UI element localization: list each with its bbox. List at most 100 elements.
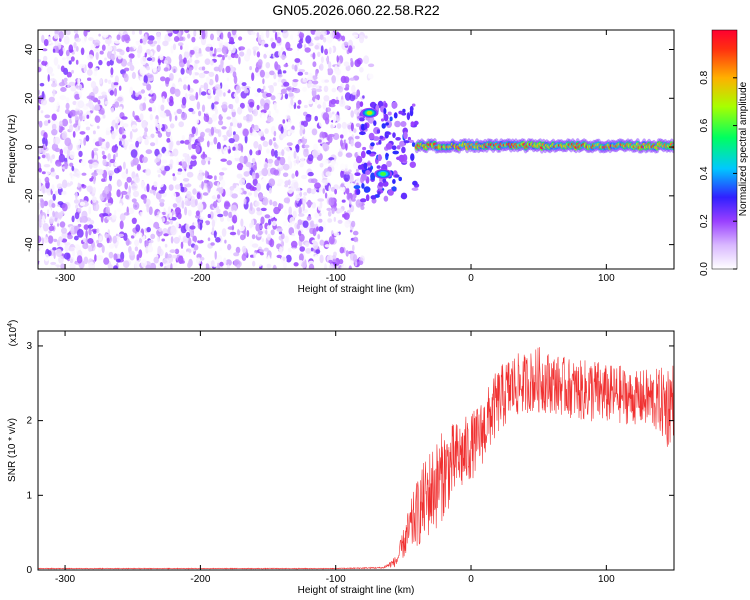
heatmap-cell xyxy=(321,179,328,183)
heatmap-cell xyxy=(82,152,88,161)
heatmap-cell xyxy=(114,210,117,215)
heatmap-cell xyxy=(116,189,121,198)
heatmap-cell xyxy=(105,141,110,149)
heatmap-cell xyxy=(317,139,322,143)
heatmap-cell xyxy=(376,129,381,134)
heatmap-cell xyxy=(86,114,90,119)
heatmap-cell xyxy=(230,104,234,110)
heatmap-cell xyxy=(173,36,180,42)
heatmap-cell xyxy=(58,255,64,264)
heatmap-cell xyxy=(353,185,361,190)
heatmap-cell xyxy=(81,113,87,121)
heatmap-cell xyxy=(111,54,115,61)
heatmap-cell xyxy=(246,230,250,237)
heatmap-cell xyxy=(302,120,308,127)
heatmap-cell xyxy=(72,249,76,257)
heatmap-cell xyxy=(94,155,98,160)
heatmap-cell xyxy=(317,51,321,57)
heatmap-cell xyxy=(107,170,114,177)
heatmap-cell xyxy=(217,54,223,58)
heatmap-cell xyxy=(269,238,275,248)
heatmap-cell xyxy=(85,229,88,239)
heatmap-cell xyxy=(280,47,284,52)
heatmap-cell xyxy=(239,102,245,109)
heatmap-cell xyxy=(49,155,53,164)
heatmap-cell xyxy=(400,121,407,127)
heatmap-cell xyxy=(268,187,272,194)
heatmap-cell xyxy=(174,88,179,92)
heatmap-cell xyxy=(287,115,291,120)
heatmap-cell xyxy=(365,170,371,175)
heatmap-cell xyxy=(252,178,258,186)
heatmap-cell xyxy=(339,186,346,193)
heatmap-cell xyxy=(393,112,398,119)
heatmap-cell xyxy=(52,193,56,201)
heatmap-cell xyxy=(352,193,357,199)
heatmap-cell xyxy=(276,227,283,232)
heatmap-cell xyxy=(115,152,118,158)
heatmap-cell xyxy=(173,236,180,244)
heatmap-cell xyxy=(331,208,335,215)
heatmap-cell xyxy=(265,92,272,98)
heatmap-cell xyxy=(143,197,147,204)
snr-y-label: SNR (10 * v/v) xyxy=(7,418,18,482)
heatmap-cell xyxy=(53,33,59,39)
heatmap-cell xyxy=(111,130,116,140)
heatmap-cell xyxy=(77,77,81,86)
heatmap-cell xyxy=(267,48,272,58)
heatmap-cell xyxy=(112,45,117,52)
spectrogram-frame xyxy=(37,29,675,270)
heatmap-cell xyxy=(262,78,265,85)
heatmap-cell xyxy=(307,163,315,168)
heatmap-cell xyxy=(115,122,119,130)
heatmap-cell xyxy=(158,213,163,217)
heatmap-cell xyxy=(197,173,204,181)
heatmap-cell xyxy=(290,30,296,36)
heatmap-cell xyxy=(253,252,256,259)
heatmap-cell xyxy=(65,97,70,103)
snr-y-tick-label: 2 xyxy=(26,416,32,427)
heatmap-cell xyxy=(299,127,303,137)
heatmap-cell xyxy=(38,43,45,48)
heatmap-cell xyxy=(254,92,259,97)
heatmap-cell xyxy=(398,110,403,115)
spectrogram-x-tick-label: -300 xyxy=(55,273,75,284)
heatmap-cell xyxy=(293,262,299,267)
heatmap-cell xyxy=(277,73,283,78)
heatmap-cell xyxy=(119,213,126,222)
heatmap-cell xyxy=(164,150,171,157)
snr-y-tick-label: 0 xyxy=(26,565,32,576)
heatmap-cell xyxy=(297,42,303,49)
heatmap-cell xyxy=(299,246,306,252)
heatmap-cell xyxy=(354,141,362,149)
heatmap-cell xyxy=(381,123,386,129)
heatmap-cell xyxy=(153,256,159,264)
heatmap-cell xyxy=(145,264,152,269)
heatmap-cell xyxy=(107,153,111,161)
heatmap-cell xyxy=(226,160,233,166)
heatmap-cell xyxy=(73,30,79,34)
heatmap-cell xyxy=(101,178,106,183)
heatmap-cell xyxy=(298,213,305,217)
heatmap-cell xyxy=(132,190,140,198)
heatmap-cell xyxy=(202,187,207,193)
heatmap-cell xyxy=(159,201,165,207)
heatmap-cell xyxy=(63,252,71,260)
heatmap-cell xyxy=(312,241,319,250)
heatmap-cell xyxy=(321,159,329,165)
heatmap-cell xyxy=(331,87,337,93)
heatmap-cell xyxy=(99,235,102,241)
heatmap-cell xyxy=(282,30,289,39)
heatmap-cell xyxy=(227,31,231,39)
heatmap-cell xyxy=(250,31,256,35)
heatmap-cell xyxy=(129,47,134,52)
heatmap-cell xyxy=(145,168,152,176)
heatmap-cell xyxy=(322,101,327,110)
heatmap-cell xyxy=(114,40,121,44)
snr-x-label: Height of straight line (km) xyxy=(298,585,415,596)
heatmap-cell xyxy=(146,204,150,213)
heatmap-cell xyxy=(140,66,147,74)
heatmap-cell xyxy=(91,201,97,206)
heatmap-cell xyxy=(146,213,150,223)
heatmap-cell xyxy=(158,180,164,188)
